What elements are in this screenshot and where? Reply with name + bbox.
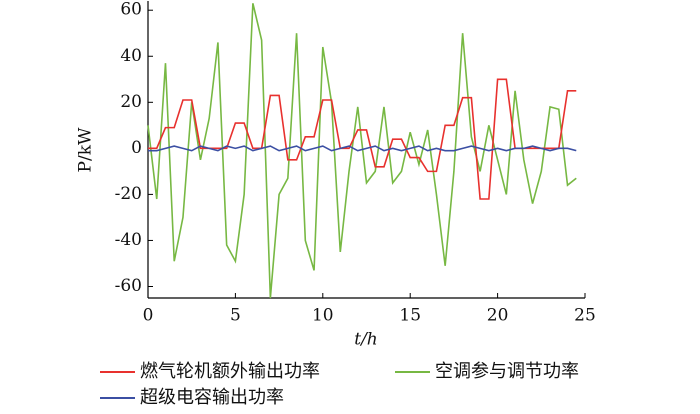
y-tick-label: 0 <box>131 138 142 158</box>
y-tick-label: 40 <box>120 46 142 66</box>
legend-label: 空调参与调节功率 <box>435 361 579 382</box>
legend-label: 超级电容输出功率 <box>140 387 284 408</box>
y-tick-label: -20 <box>115 184 142 204</box>
y-tick-label: -40 <box>115 230 142 250</box>
x-tick-label: 10 <box>312 306 334 326</box>
series-line <box>148 78 577 200</box>
x-tick-label: 0 <box>143 306 154 326</box>
y-tick-label: 20 <box>120 92 142 112</box>
legend-label: 燃气轮机额外输出功率 <box>140 361 320 382</box>
x-tick-label: 20 <box>487 306 509 326</box>
y-axis-label: P/kW <box>76 127 96 172</box>
x-tick-label: 15 <box>399 306 421 326</box>
series-line <box>148 145 577 152</box>
x-axis-label: t/h <box>354 330 378 350</box>
y-tick-label: 60 <box>120 0 142 20</box>
x-tick-label: 25 <box>574 306 596 326</box>
x-tick-label: 5 <box>230 306 241 326</box>
series-line <box>147 3 577 299</box>
y-tick-label: -60 <box>115 276 142 296</box>
